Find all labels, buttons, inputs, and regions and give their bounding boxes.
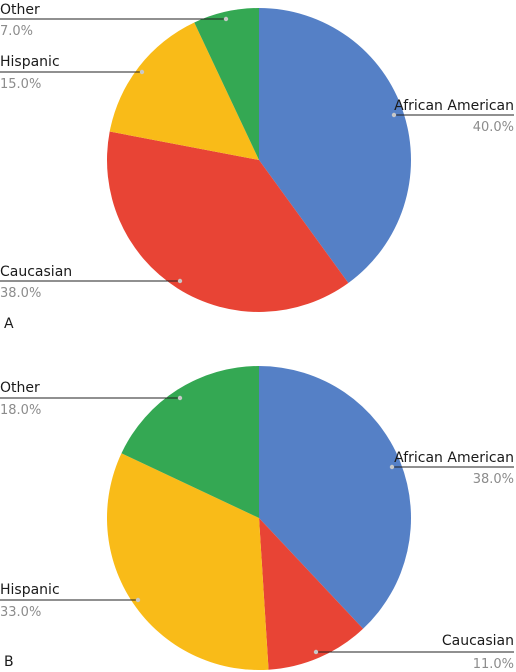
- pie-a-value-other: 7.0%: [0, 24, 33, 39]
- pie-a-leader-dot-african-american: [391, 112, 397, 118]
- pie-b-value-hispanic: 33.0%: [0, 605, 41, 620]
- pie-a-value-hispanic: 15.0%: [0, 77, 41, 92]
- pie-b-slice-other: [121, 366, 260, 518]
- panel-label-b: B: [4, 654, 14, 670]
- pie-b-leader-dot-hispanic: [135, 597, 141, 603]
- pie-b-value-caucasian: 11.0%: [473, 657, 514, 672]
- pie-a-leader-dot-caucasian: [177, 278, 183, 284]
- pie-b-slice-caucasian: [259, 518, 364, 670]
- pie-a-value-caucasian: 38.0%: [0, 286, 41, 301]
- pie-b-label-caucasian: Caucasian: [442, 633, 514, 649]
- pie-b-label-hispanic: Hispanic: [0, 582, 60, 598]
- pie-a-label-hispanic: Hispanic: [0, 54, 60, 70]
- pie-chart-b: African American 38.0% Caucasian 11.0% Hispa…: [0, 366, 514, 672]
- pie-b-slice-hispanic: [107, 453, 269, 670]
- panel-label-a: A: [4, 316, 14, 332]
- pie-a-label-other: Other: [0, 2, 40, 18]
- pie-a-label-caucasian: Caucasian: [0, 264, 72, 280]
- pie-b-label-other: Other: [0, 380, 40, 396]
- pie-a-leader-dot-hispanic: [139, 69, 145, 75]
- pie-b-value-other: 18.0%: [0, 403, 41, 418]
- pie-a-slice-african-american: [259, 8, 411, 283]
- pie-b-leader-dot-african-american: [389, 464, 395, 470]
- pie-b-leader-dot-caucasian: [313, 649, 319, 655]
- pie-a-slice-other: [194, 8, 259, 160]
- pie-chart-a: African American 40.0% Caucasian 38.0% Hispa…: [0, 2, 514, 312]
- pie-b-value-african-american: 38.0%: [473, 472, 514, 487]
- pie-a-leader-dot-other: [223, 16, 229, 22]
- pie-a-label-african-american: African American: [394, 98, 514, 114]
- pie-a-value-african-american: 40.0%: [473, 120, 514, 135]
- pie-a-slice-caucasian: [107, 131, 349, 312]
- pie-b-leader-dot-other: [177, 395, 183, 401]
- pie-a-slice-hispanic: [109, 22, 259, 160]
- pie-b-slice-african-american: [259, 366, 411, 629]
- pie-b-label-african-american: African American: [394, 450, 514, 466]
